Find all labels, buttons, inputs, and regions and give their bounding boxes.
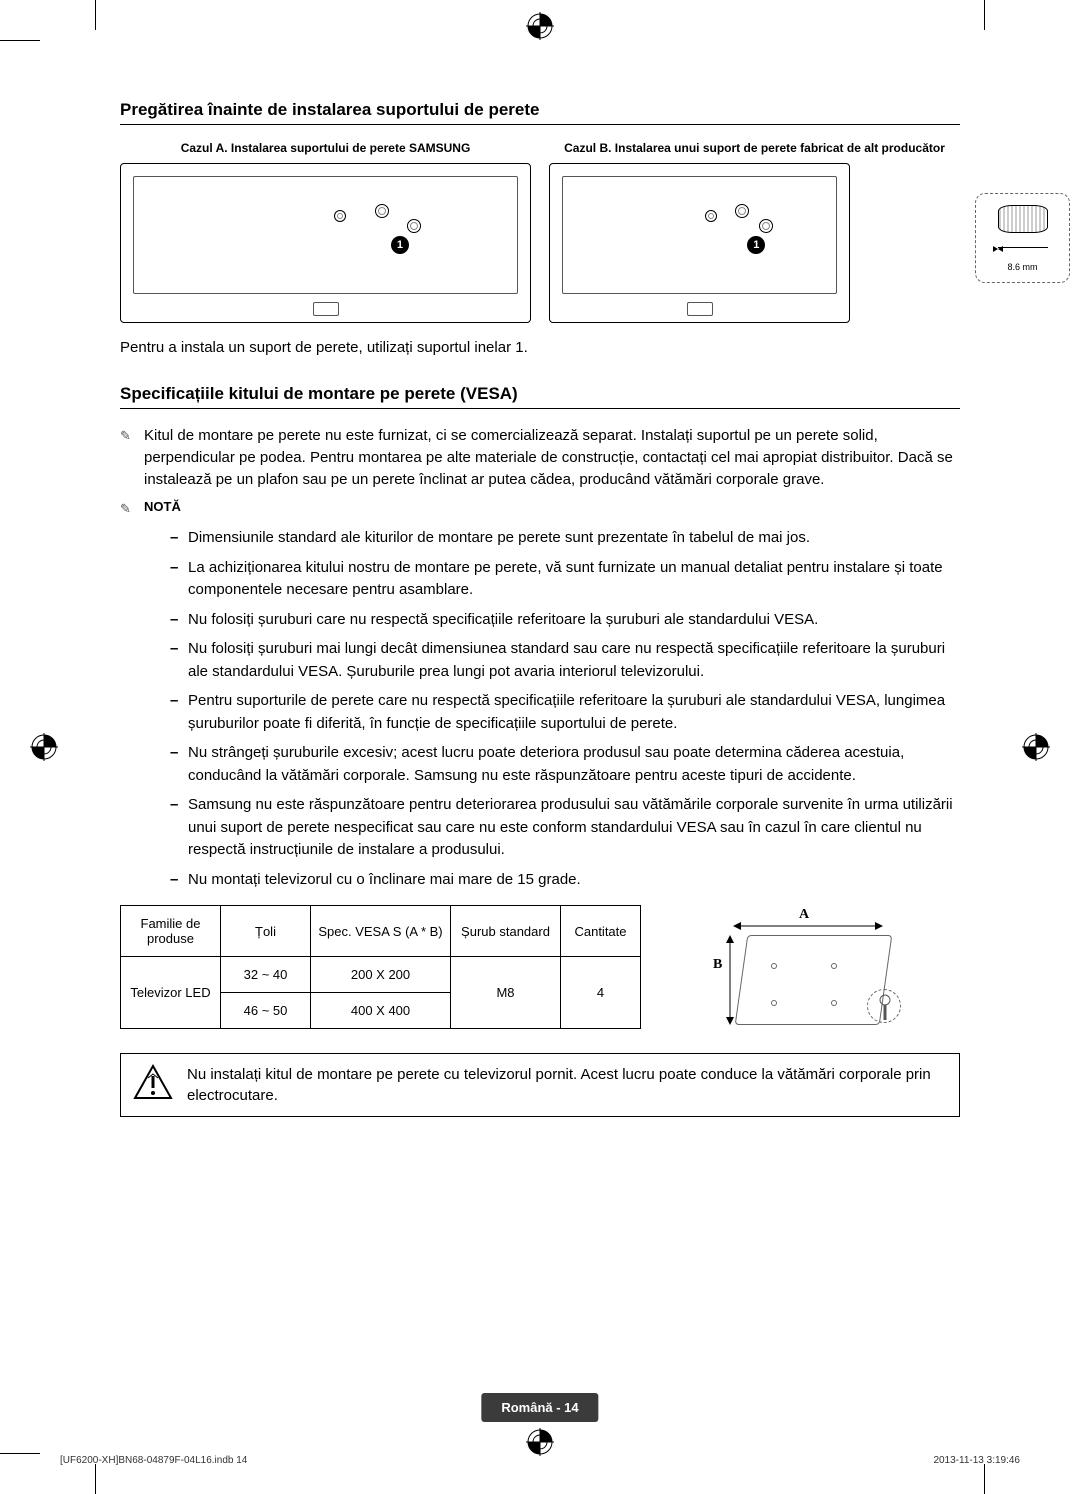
- page-footer-badge: Română - 14: [481, 1393, 598, 1422]
- table-cell: 200 X 200: [311, 957, 451, 993]
- warning-box: Nu instalați kitul de montare pe perete …: [120, 1053, 960, 1117]
- list-item: Samsung nu este răspunzătoare pentru det…: [170, 794, 960, 862]
- nota-heading: ✎ NOTĂ: [120, 498, 960, 519]
- table-cell: 32 ~ 40: [221, 957, 311, 993]
- section-heading-prep: Pregătirea înainte de instalarea suportu…: [120, 100, 960, 125]
- tv-diagram-b: 1: [549, 163, 850, 323]
- notes-list: Dimensiunile standard ale kiturilor de m…: [170, 527, 960, 891]
- table-header: Spec. VESA S (A * B): [311, 906, 451, 957]
- section-heading-vesa: Specificațiile kitului de montare pe per…: [120, 384, 960, 409]
- tv-diagram-a: 1: [120, 163, 531, 323]
- list-item: Nu strângeți șuruburile excesiv; acest l…: [170, 742, 960, 787]
- case-b-label: Cazul B. Instalarea unui suport de peret…: [549, 141, 960, 155]
- crop-mark: [984, 1464, 985, 1494]
- table-header: Familie de produse: [121, 906, 221, 957]
- nota-label: NOTĂ: [144, 498, 181, 519]
- registration-mark-icon: [1022, 733, 1050, 761]
- warning-icon: [133, 1064, 173, 1100]
- spacer-detail-box: 8.6 mm: [975, 193, 1070, 283]
- case-a-label: Cazul A. Instalarea suportului de perete…: [120, 141, 531, 155]
- crop-mark: [95, 1464, 96, 1494]
- screw-detail-icon: [867, 989, 901, 1023]
- table-cell: 400 X 400: [311, 993, 451, 1029]
- crop-mark: [984, 0, 985, 30]
- kit-note-text: Kitul de montare pe perete nu este furni…: [144, 425, 960, 490]
- table-cell-qty: 4: [561, 957, 641, 1029]
- crop-mark: [0, 1453, 40, 1454]
- registration-mark-icon: [30, 733, 58, 761]
- case-diagrams-row: Cazul A. Instalarea suportului de perete…: [120, 141, 960, 323]
- footer-timestamp: 2013-11-13 3:19:46: [933, 1455, 1020, 1466]
- warning-text: Nu instalați kitul de montare pe perete …: [187, 1064, 947, 1106]
- crop-mark: [0, 40, 40, 41]
- pencil-icon: ✎: [120, 498, 136, 519]
- dimension-diagram: A B: [671, 905, 911, 1035]
- vesa-table-area: Familie de produse Țoli Spec. VESA S (A …: [120, 905, 960, 1035]
- kit-note-paragraph: ✎ Kitul de montare pe perete nu este fur…: [120, 425, 960, 490]
- spacer-dimension-label: 8.6 mm: [1007, 262, 1037, 272]
- case-b: Cazul B. Instalarea unui suport de peret…: [549, 141, 960, 323]
- table-header: Șurub standard: [451, 906, 561, 957]
- registration-mark-icon: [526, 12, 554, 40]
- diagram-caption: Pentru a instala un suport de perete, ut…: [120, 339, 960, 356]
- list-item: La achiziționarea kitului nostru de mont…: [170, 557, 960, 602]
- footer-file-info: [UF6200-XH]BN68-04879F-04L16.indb 14: [60, 1455, 247, 1466]
- registration-mark-icon: [526, 1428, 554, 1456]
- list-item: Dimensiunile standard ale kiturilor de m…: [170, 527, 960, 550]
- table-header: Cantitate: [561, 906, 641, 957]
- table-header: Țoli: [221, 906, 311, 957]
- list-item: Pentru suporturile de perete care nu res…: [170, 690, 960, 735]
- vesa-table: Familie de produse Țoli Spec. VESA S (A …: [120, 905, 641, 1029]
- list-item: Nu montați televizorul cu o înclinare ma…: [170, 869, 960, 892]
- table-cell: 46 ~ 50: [221, 993, 311, 1029]
- spacer-icon: [998, 205, 1048, 233]
- table-cell-family: Televizor LED: [121, 957, 221, 1029]
- list-item: Nu folosiți șuruburi care nu respectă sp…: [170, 609, 960, 632]
- callout-bubble-1: 1: [391, 236, 409, 254]
- crop-mark: [95, 0, 96, 30]
- pencil-icon: ✎: [120, 425, 136, 490]
- table-cell-screw: M8: [451, 957, 561, 1029]
- case-a: Cazul A. Instalarea suportului de perete…: [120, 141, 531, 323]
- dimension-arrow-a-icon: [733, 917, 883, 935]
- list-item: Nu folosiți șuruburi mai lungi decât dim…: [170, 638, 960, 683]
